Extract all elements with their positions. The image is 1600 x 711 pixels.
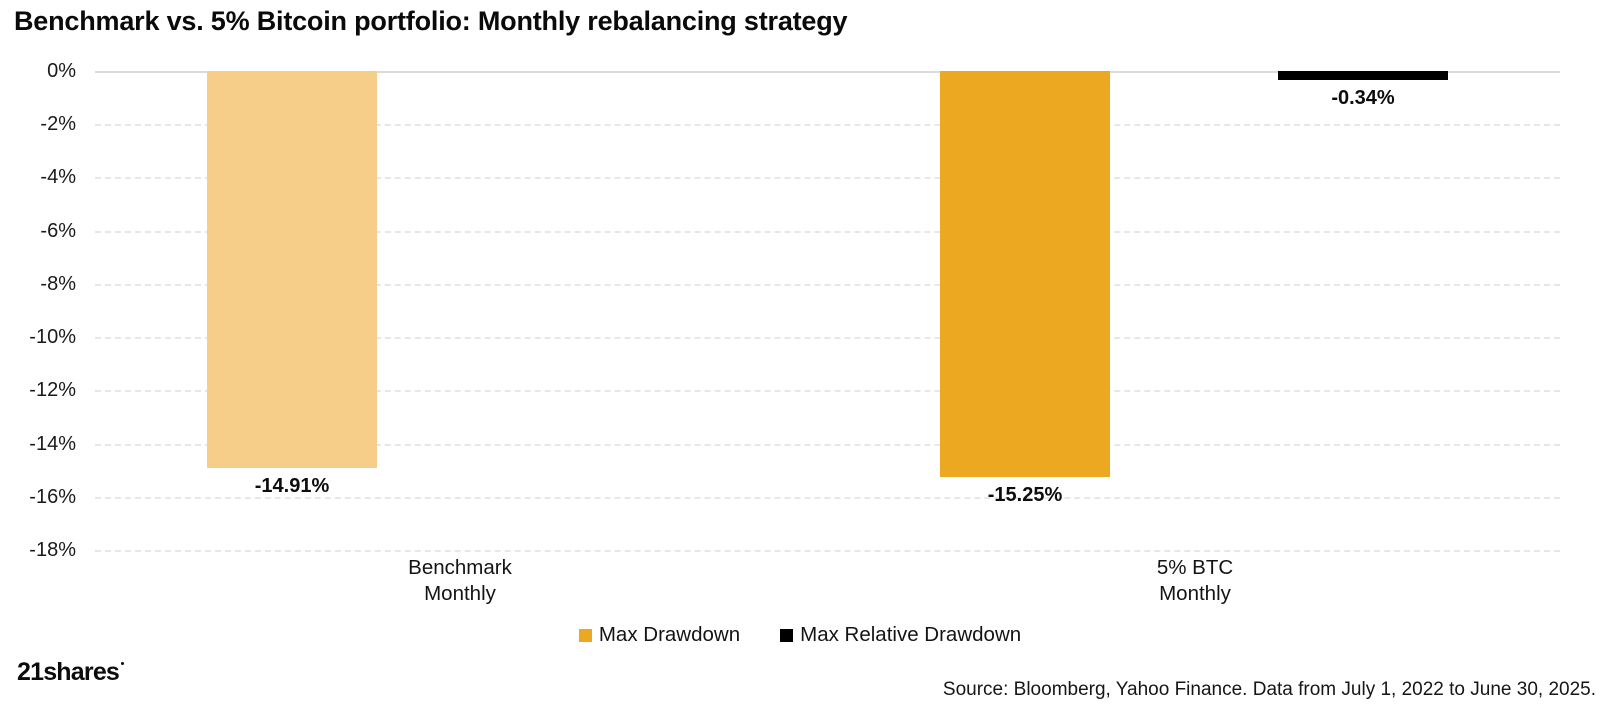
- y-axis-tick-label: -18%: [29, 539, 76, 561]
- legend-label: Max Drawdown: [598, 623, 741, 646]
- gridline: [95, 71, 1560, 73]
- logo-trademark-dot: [121, 662, 125, 665]
- legend-swatch-orange: [578, 628, 592, 642]
- legend-item-max-drawdown: Max Drawdown: [578, 623, 741, 647]
- gridline: [95, 550, 1560, 552]
- y-axis-tick-label: -14%: [29, 433, 76, 455]
- chart-title: Benchmark vs. 5% Bitcoin portfolio: Mont…: [14, 6, 848, 36]
- plot-area: [95, 71, 1560, 552]
- y-axis-tick-label: -12%: [29, 379, 76, 401]
- y-axis-tick-label: -16%: [29, 486, 76, 508]
- gridline: [95, 444, 1560, 446]
- x-category-line: Monthly: [424, 582, 496, 605]
- y-axis-tick-label: -6%: [40, 220, 76, 242]
- bar-value-label: -0.34%: [1331, 87, 1395, 109]
- x-category-label-benchmark: Benchmark Monthly: [300, 555, 620, 607]
- x-category-label-btc: 5% BTC Monthly: [1035, 555, 1355, 607]
- y-axis-tick-label: -4%: [40, 166, 76, 188]
- legend-label: Max Relative Drawdown: [800, 623, 1022, 646]
- bar-btc-max-drawdown: -15.25%: [940, 71, 1110, 506]
- logo-text: 21shares: [17, 658, 120, 686]
- y-axis-tick-label: -10%: [29, 326, 76, 348]
- x-category-line: Monthly: [1159, 582, 1231, 605]
- gridline: [95, 284, 1560, 286]
- bar-value-label: -15.25%: [987, 484, 1063, 506]
- gridline: [95, 497, 1560, 499]
- legend-swatch-black: [780, 628, 794, 642]
- legend: Max Drawdown Max Relative Drawdown: [0, 623, 1600, 647]
- source-attribution: Source: Bloomberg, Yahoo Finance. Data f…: [942, 679, 1596, 700]
- y-axis-tick-label: -2%: [40, 113, 76, 135]
- 21shares-logo: 21shares: [17, 658, 125, 687]
- bar-btc-max-relative-drawdown: -0.34%: [1278, 71, 1448, 109]
- x-category-line: Benchmark: [408, 556, 512, 579]
- bar-benchmark-max-drawdown: -14.91%: [207, 71, 377, 497]
- y-axis-tick-label: -8%: [40, 273, 76, 295]
- gridline: [95, 390, 1560, 392]
- gridline: [95, 337, 1560, 339]
- y-axis-tick-label: 0%: [47, 60, 76, 82]
- legend-item-max-relative-drawdown: Max Relative Drawdown: [780, 623, 1021, 647]
- gridline: [95, 124, 1560, 126]
- gridline: [95, 231, 1560, 233]
- x-category-line: 5% BTC: [1156, 556, 1234, 579]
- gridline: [95, 177, 1560, 179]
- bar-value-label: -14.91%: [254, 475, 330, 497]
